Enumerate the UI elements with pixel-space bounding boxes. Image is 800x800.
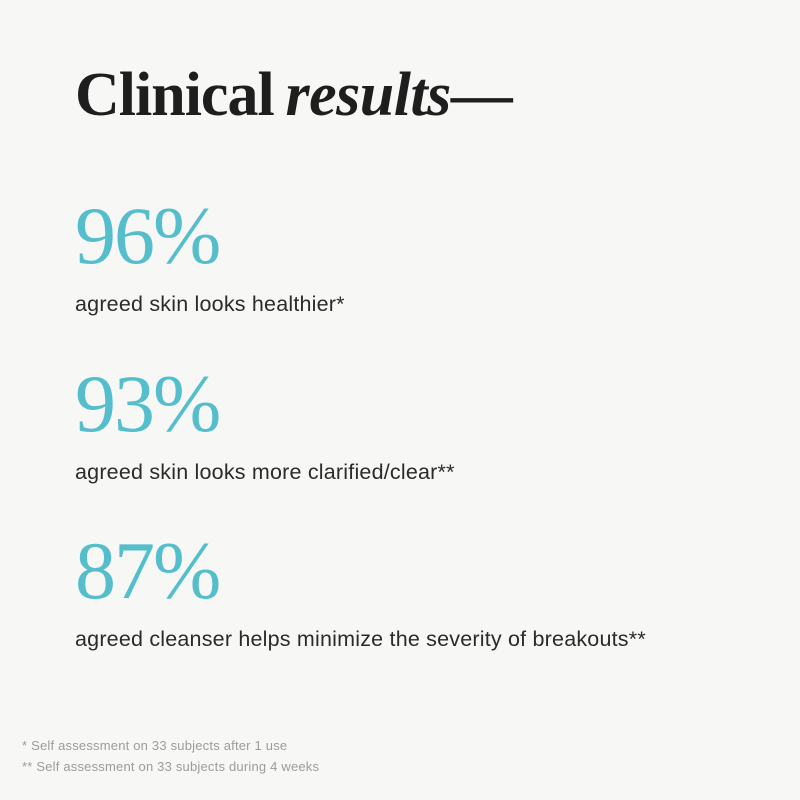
- title-italic-text: results: [285, 61, 451, 129]
- title-regular-text: Clinical: [75, 61, 275, 129]
- stat-value: 93%: [75, 358, 221, 449]
- title-em-dash: —: [450, 61, 513, 129]
- stat-value: 96%: [75, 190, 221, 281]
- stat-value: 87%: [75, 525, 221, 616]
- stat-caption: agreed skin looks more clarified/clear**: [75, 460, 455, 484]
- page-title: Clinical results—: [75, 61, 513, 129]
- stat-item: 96% agreed skin looks healthier*: [75, 195, 345, 319]
- footnote-line: * Self assessment on 33 subjects after 1…: [22, 738, 288, 753]
- stat-caption: agreed skin looks healthier*: [75, 292, 345, 316]
- stat-caption: agreed cleanser helps minimize the sever…: [75, 627, 646, 651]
- stat-item: 87% agreed cleanser helps minimize the s…: [75, 530, 646, 654]
- footnote-line: ** Self assessment on 33 subjects during…: [22, 759, 320, 775]
- footnotes: * Self assessment on 33 subjects after 1…: [22, 735, 319, 778]
- stat-item: 93% agreed skin looks more clarified/cle…: [75, 363, 455, 487]
